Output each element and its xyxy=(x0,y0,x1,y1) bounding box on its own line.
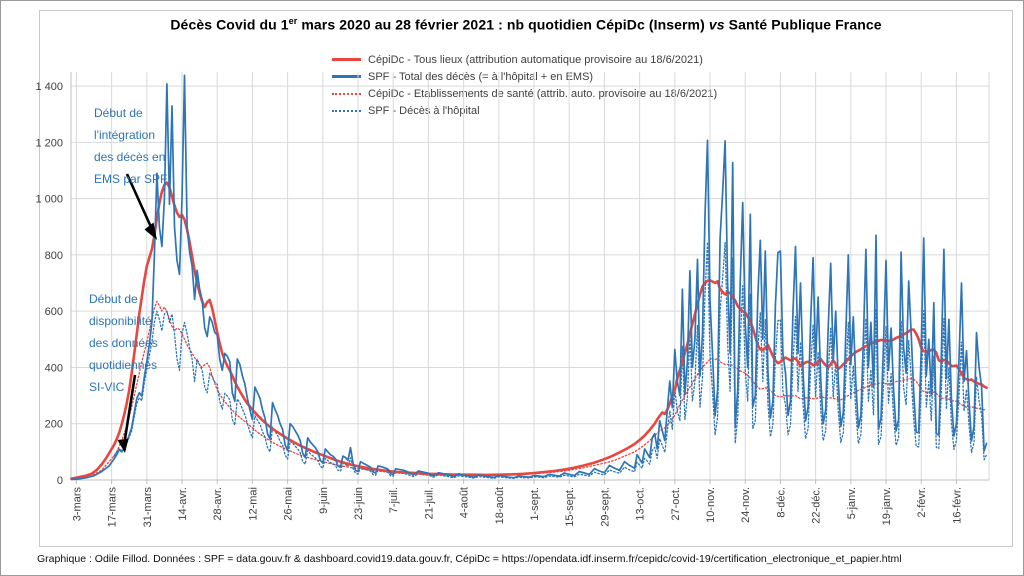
gridlines xyxy=(70,72,990,484)
y-axis-tick-label: 1 200 xyxy=(35,137,63,149)
x-axis-tick-label: 14-avr. xyxy=(177,487,189,521)
legend-label: CépiDc - Tous lieux (attribution automat… xyxy=(368,53,703,66)
y-axis-tick-label: 0 xyxy=(57,475,63,487)
annotation-ems-integration: Début de l'intégration des décès en EMS … xyxy=(94,106,168,186)
x-axis-tick-label: 4-août xyxy=(459,487,471,518)
x-axis-tick-label: 12-mai xyxy=(247,487,259,521)
x-axis-tick-label: 13-oct. xyxy=(635,487,647,521)
x-axis-tick-label: 31-mars xyxy=(142,487,154,528)
x-axis-tick-label: 17-mars xyxy=(107,487,119,528)
legend-swatch-red-solid xyxy=(332,58,361,61)
chart-title-part3: Santé Publique France xyxy=(724,16,882,33)
legend-item-cepidc-etablissements: CépiDc - Etablissements de santé (attrib… xyxy=(332,85,717,102)
legend-item-spf-hopital: SPF - Décès à l'hôpital xyxy=(332,102,717,119)
series-lines xyxy=(70,74,988,481)
legend-label: SPF - Décès à l'hôpital xyxy=(368,104,480,117)
legend-swatch-blue-dotted xyxy=(332,109,361,112)
legend: CépiDc - Tous lieux (attribution automat… xyxy=(332,51,717,119)
x-axis-tick-label: 5-janv. xyxy=(846,487,858,519)
x-axis-tick-label: 23-juin xyxy=(353,487,365,520)
arrow-ems-integration xyxy=(125,173,157,240)
y-axis-tick-label: 200 xyxy=(45,419,63,431)
chart-title-superscript: er xyxy=(288,16,298,26)
x-axis-tick-label: 29-sept. xyxy=(599,487,611,527)
x-axis-tick-label: 1-sept. xyxy=(529,487,541,521)
axis-labels: 0 200 400 600 800 1 000 1 200 1 400 3-mars 17-mar… xyxy=(35,81,963,527)
legend-item-spf-total: SPF - Total des décès (= à l'hôpital + e… xyxy=(332,68,717,85)
x-axis-tick-label: 7-juil. xyxy=(388,487,400,513)
x-axis-tick-label: 27-oct. xyxy=(670,487,682,521)
chart-title-part2: mars 2020 au 28 février 2021 : nb quotid… xyxy=(297,16,709,33)
legend-swatch-blue-solid xyxy=(332,75,361,78)
series-spf-total xyxy=(70,74,988,481)
y-axis-tick-label: 600 xyxy=(45,306,63,318)
x-axis-tick-label: 28-avr. xyxy=(212,487,224,521)
y-axis-tick-label: 800 xyxy=(45,250,63,262)
source-caption: Graphique : Odile Fillod. Données : SPF … xyxy=(37,553,902,565)
x-axis-tick-label: 9-juin xyxy=(318,487,330,514)
x-axis-tick-label: 22-déc. xyxy=(811,487,823,524)
series-spf-hopital xyxy=(113,241,988,479)
x-axis-tick-label: 10-nov. xyxy=(705,487,717,523)
x-axis-tick-label: 2-févr. xyxy=(916,487,928,518)
arrow-sivic-availability xyxy=(117,374,137,453)
chart-title-part1: Décès Covid du 1 xyxy=(170,16,289,33)
x-axis-tick-label: 26-mai xyxy=(283,487,295,521)
x-axis-tick-label: 19-janv. xyxy=(881,487,893,525)
chart-title: Décès Covid du 1er mars 2020 au 28 févri… xyxy=(39,16,1013,33)
y-axis-tick-label: 1 000 xyxy=(35,194,63,206)
x-axis-tick-label: 18-août xyxy=(494,487,506,524)
x-axis-tick-label: 3-mars xyxy=(71,487,83,522)
legend-label: CépiDc - Etablissements de santé (attrib… xyxy=(368,87,718,100)
x-axis-tick-label: 15-sept. xyxy=(564,487,576,527)
chart-title-vs: vs xyxy=(708,16,725,33)
annotation-arrows xyxy=(117,173,157,453)
x-axis-tick-label: 8-déc. xyxy=(775,487,787,518)
x-axis-tick-label: 24-nov. xyxy=(740,487,752,523)
annotation-sivic-availability: Début de disponibilité des données quoti… xyxy=(89,292,158,394)
x-axis-tick-label: 16-févr. xyxy=(951,487,963,524)
legend-swatch-red-dotted xyxy=(332,92,361,95)
y-axis-tick-label: 1 400 xyxy=(35,81,63,93)
series-cepidc-etablissements-sante xyxy=(70,300,988,480)
y-axis-tick-label: 400 xyxy=(45,362,63,374)
legend-item-cepidc-tous-lieux: CépiDc - Tous lieux (attribution automat… xyxy=(332,51,717,68)
legend-label: SPF - Total des décès (= à l'hôpital + e… xyxy=(368,70,594,83)
x-axis-tick-label: 21-juil. xyxy=(423,487,435,519)
